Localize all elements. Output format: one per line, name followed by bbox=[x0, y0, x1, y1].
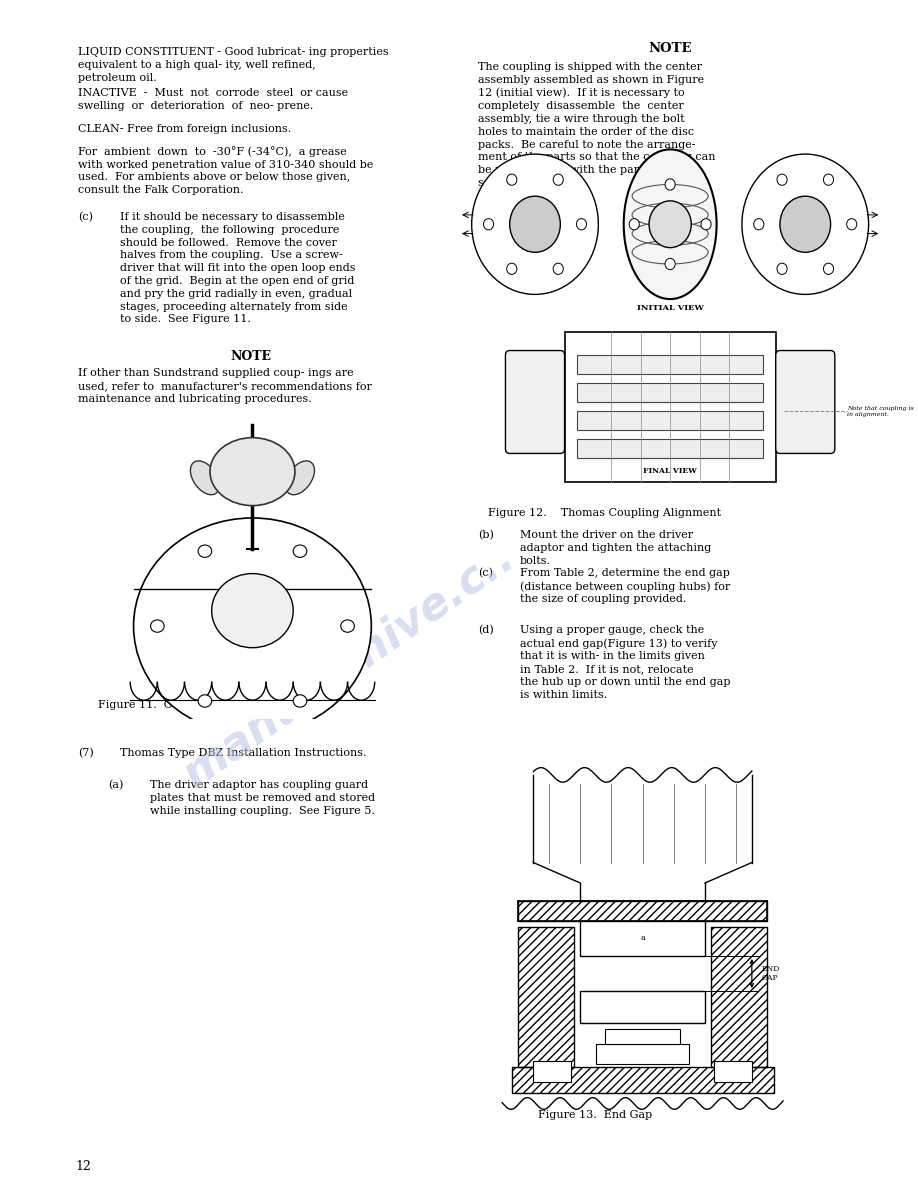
Bar bbox=[577, 440, 763, 459]
Bar bbox=[511, 1067, 774, 1093]
Circle shape bbox=[507, 175, 517, 185]
FancyBboxPatch shape bbox=[506, 350, 565, 454]
Circle shape bbox=[509, 196, 560, 252]
FancyBboxPatch shape bbox=[776, 350, 834, 454]
Circle shape bbox=[846, 219, 856, 229]
Text: Figure 12.    Thomas Coupling Alignment: Figure 12. Thomas Coupling Alignment bbox=[488, 508, 722, 518]
Text: Note that coupling is
in alignment.: Note that coupling is in alignment. bbox=[847, 406, 914, 417]
Text: INACTIVE  -  Must  not  corrode  steel  or cause
swelling  or  deterioration  of: INACTIVE - Must not corrode steel or cau… bbox=[78, 88, 348, 110]
Circle shape bbox=[151, 620, 164, 632]
Circle shape bbox=[823, 264, 834, 274]
Text: FINAL VIEW: FINAL VIEW bbox=[644, 468, 697, 475]
Bar bbox=[518, 927, 574, 1067]
Text: Thomas Type DBZ Installation Instructions.: Thomas Type DBZ Installation Instruction… bbox=[120, 748, 366, 758]
Text: (d): (d) bbox=[478, 625, 494, 636]
Bar bbox=[577, 355, 763, 374]
Bar bbox=[577, 384, 763, 402]
Bar bbox=[580, 921, 705, 956]
Text: CLEAN- Free from foreign inclusions.: CLEAN- Free from foreign inclusions. bbox=[78, 124, 291, 134]
Text: manualshive.c..: manualshive.c.. bbox=[175, 535, 522, 796]
Bar bbox=[714, 1061, 752, 1081]
Text: (c): (c) bbox=[78, 211, 93, 222]
Circle shape bbox=[293, 545, 307, 557]
Circle shape bbox=[472, 154, 599, 295]
Text: Figure 11.  Coupling Disassembly: Figure 11. Coupling Disassembly bbox=[98, 700, 288, 710]
Text: For  ambient  down  to  -30°F (-34°C),  a grease
with worked penetration value o: For ambient down to -30°F (-34°C), a gre… bbox=[78, 146, 374, 195]
Ellipse shape bbox=[285, 461, 315, 494]
Text: NOTE: NOTE bbox=[230, 350, 271, 364]
Text: 12: 12 bbox=[75, 1159, 91, 1173]
Circle shape bbox=[554, 175, 564, 185]
Circle shape bbox=[777, 264, 787, 274]
Ellipse shape bbox=[210, 437, 295, 506]
Text: (c): (c) bbox=[478, 568, 493, 579]
Bar bbox=[565, 331, 776, 481]
Text: a: a bbox=[640, 935, 645, 942]
Circle shape bbox=[665, 258, 676, 270]
Text: The driver adaptor has coupling guard
plates that must be removed and stored
whi: The driver adaptor has coupling guard pl… bbox=[150, 781, 375, 816]
Circle shape bbox=[577, 219, 587, 229]
Bar bbox=[580, 991, 705, 1023]
Bar bbox=[533, 1061, 571, 1081]
Bar bbox=[577, 411, 763, 430]
Circle shape bbox=[649, 201, 691, 247]
Circle shape bbox=[484, 219, 494, 229]
Text: (a): (a) bbox=[108, 781, 123, 790]
Bar bbox=[711, 927, 767, 1067]
Text: If it should be necessary to disassemble
the coupling,  the following  procedure: If it should be necessary to disassemble… bbox=[120, 211, 355, 324]
Circle shape bbox=[212, 574, 293, 647]
Text: (7): (7) bbox=[78, 748, 94, 758]
Text: INITIAL VIEW: INITIAL VIEW bbox=[637, 304, 703, 311]
Text: The coupling is shipped with the center
assembly assembled as shown in Figure
12: The coupling is shipped with the center … bbox=[478, 62, 715, 188]
Text: Mount the driver on the driver
adaptor and tighten the attaching
bolts.: Mount the driver on the driver adaptor a… bbox=[520, 530, 711, 565]
Text: Using a proper gauge, check the
actual end gap(Figure 13) to verify
that it is w: Using a proper gauge, check the actual e… bbox=[520, 625, 731, 700]
Text: (b): (b) bbox=[478, 530, 494, 541]
Circle shape bbox=[293, 695, 307, 707]
Text: NOTE: NOTE bbox=[649, 42, 692, 55]
Text: LIQUID CONSTITUENT - Good lubricat- ing properties
equivalent to a high qual- it: LIQUID CONSTITUENT - Good lubricat- ing … bbox=[78, 48, 388, 83]
Circle shape bbox=[665, 179, 676, 190]
Bar bbox=[518, 901, 767, 921]
Circle shape bbox=[198, 545, 212, 557]
Text: END
GAP: END GAP bbox=[761, 965, 779, 982]
Circle shape bbox=[742, 154, 868, 295]
Circle shape bbox=[780, 196, 831, 252]
Text: From Table 2, determine the end gap
(distance between coupling hubs) for
the siz: From Table 2, determine the end gap (dis… bbox=[520, 568, 730, 605]
Bar bbox=[596, 1043, 689, 1064]
Circle shape bbox=[198, 695, 212, 707]
Ellipse shape bbox=[623, 150, 717, 299]
Bar bbox=[605, 1029, 680, 1043]
Circle shape bbox=[777, 175, 787, 185]
Circle shape bbox=[629, 219, 639, 229]
Circle shape bbox=[701, 219, 711, 229]
Circle shape bbox=[341, 620, 354, 632]
Circle shape bbox=[507, 264, 517, 274]
Circle shape bbox=[554, 264, 564, 274]
Text: Figure 13.  End Gap: Figure 13. End Gap bbox=[538, 1110, 653, 1120]
Text: If other than Sundstrand supplied coup- ings are
used, refer to  manufacturer's : If other than Sundstrand supplied coup- … bbox=[78, 368, 372, 404]
Circle shape bbox=[134, 518, 372, 734]
Circle shape bbox=[754, 219, 764, 229]
Circle shape bbox=[823, 175, 834, 185]
Ellipse shape bbox=[190, 461, 219, 494]
